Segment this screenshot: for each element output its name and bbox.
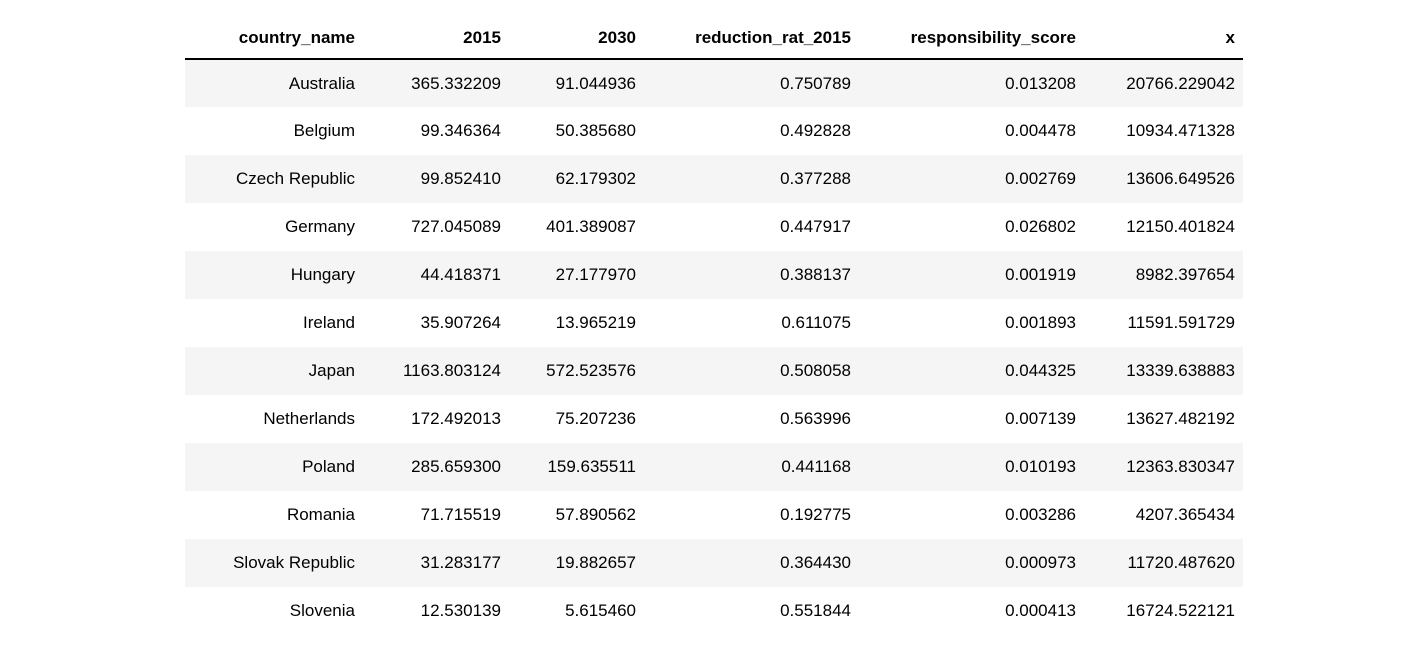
value-cell: 172.492013: [411, 409, 501, 428]
value-cell: 12363.830347: [1126, 457, 1235, 476]
table-row: Czech Republic 99.852410 62.179302 0.377288…: [185, 155, 1243, 203]
value-cell: 13606.649526: [1126, 169, 1235, 188]
value-cell: 0.441168: [781, 457, 851, 476]
value-cell: 10934.471328: [1126, 121, 1235, 140]
country-name-cell: Germany: [285, 217, 355, 236]
value-cell: 727.045089: [411, 217, 501, 236]
value-cell: 0.000973: [1005, 553, 1076, 572]
table-row: Belgium 99.346364 50.385680 0.492828 0.00447…: [185, 107, 1243, 155]
value-cell: 20766.229042: [1126, 73, 1235, 93]
value-cell: 71.715519: [420, 505, 501, 524]
value-cell: 19.882657: [555, 553, 636, 572]
value-cell: 0.492828: [780, 121, 851, 140]
value-cell: 12.530139: [420, 601, 501, 620]
value-cell: 0.001919: [1005, 265, 1076, 284]
value-cell: 8982.397654: [1135, 265, 1235, 284]
header-row: country_name 2015 2030 reduction_rat_2015 re…: [185, 17, 1243, 60]
value-cell: 12150.401824: [1126, 217, 1235, 236]
column-header-2015: 2015: [363, 17, 509, 60]
table-row: Romania 71.715519 57.890562 0.192775 0.00328…: [185, 491, 1243, 539]
country-name-cell: Slovak Republic: [233, 553, 355, 572]
value-cell: 0.010193: [1005, 457, 1076, 476]
table-row: Netherlands 172.492013 75.207236 0.563996 0.…: [185, 395, 1243, 443]
value-cell: 13339.638883: [1126, 361, 1235, 380]
value-cell: 11591.591729: [1127, 313, 1235, 332]
value-cell: 401.389087: [546, 217, 636, 236]
country-name-cell: Ireland: [303, 313, 355, 332]
table-row: Slovenia 12.530139 5.615460 0.551844 0.00041…: [185, 587, 1243, 635]
value-cell: 0.007139: [1005, 409, 1076, 428]
value-cell: 0.000413: [1005, 601, 1076, 620]
value-cell: 99.852410: [420, 169, 501, 188]
column-header-reduction-rat-2015: reduction_rat_2015: [644, 17, 859, 60]
value-cell: 35.907264: [420, 313, 501, 332]
table-row: Ireland 35.907264 13.965219 0.611075 0.00189…: [185, 299, 1243, 347]
value-cell: 365.332209: [411, 73, 501, 93]
value-cell: 91.044936: [555, 73, 636, 93]
value-cell: 4207.365434: [1135, 505, 1235, 524]
value-cell: 0.388137: [780, 265, 851, 284]
column-header-x: x: [1084, 17, 1243, 60]
value-cell: 0.611075: [781, 313, 851, 332]
value-cell: 1163.803124: [402, 361, 501, 380]
table-row: Japan 1163.803124 572.523576 0.508058 0.0443…: [185, 347, 1243, 395]
country-name-cell: Netherlands: [263, 409, 355, 428]
value-cell: 0.013208: [1005, 73, 1076, 93]
value-cell: 0.551844: [780, 601, 851, 620]
value-cell: 27.177970: [555, 265, 636, 284]
value-cell: 0.044325: [1005, 361, 1076, 380]
value-cell: 11720.487620: [1127, 553, 1235, 572]
value-cell: 159.635511: [547, 457, 636, 476]
notebook-output-area: country_name 2015 2030 reduction_rat_2015 re…: [0, 17, 1428, 663]
value-cell: 57.890562: [555, 505, 636, 524]
country-name-cell: Poland: [302, 457, 355, 476]
value-cell: 0.192775: [780, 505, 851, 524]
country-name-cell: Australia: [288, 73, 355, 93]
value-cell: 75.207236: [555, 409, 636, 428]
country-name-cell: Czech Republic: [235, 169, 355, 188]
value-cell: 0.003286: [1005, 505, 1076, 524]
value-cell: 0.563996: [780, 409, 851, 428]
value-cell: 16724.522121: [1126, 601, 1235, 620]
country-name-cell: Slovenia: [289, 601, 355, 620]
value-cell: 0.364430: [780, 553, 851, 572]
table-row: Australia 365.332209 91.044936 0.750789 0.01…: [185, 59, 1243, 107]
table-row: Poland 285.659300 159.635511 0.441168 0.0101…: [185, 443, 1243, 491]
value-cell: 31.283177: [420, 553, 501, 572]
country-name-cell: Romania: [286, 505, 355, 524]
value-cell: 0.002769: [1005, 169, 1076, 188]
value-cell: 0.447917: [780, 217, 851, 236]
value-cell: 50.385680: [555, 121, 636, 140]
value-cell: 62.179302: [555, 169, 636, 188]
dataframe-table: country_name 2015 2030 reduction_rat_2015 re…: [185, 17, 1243, 635]
table-row: Slovak Republic 31.283177 19.882657 0.36443…: [185, 539, 1243, 587]
value-cell: 0.750789: [780, 73, 851, 93]
column-header-2030: 2030: [509, 17, 644, 60]
value-cell: 44.418371: [420, 265, 501, 284]
value-cell: 0.004478: [1005, 121, 1076, 140]
country-name-cell: Belgium: [293, 121, 355, 140]
value-cell: 572.523576: [546, 361, 636, 380]
value-cell: 5.615460: [565, 601, 636, 620]
value-cell: 285.659300: [411, 457, 501, 476]
column-header-responsibility-score: responsibility_score: [859, 17, 1084, 60]
country-name-cell: Hungary: [290, 265, 355, 284]
value-cell: 0.026802: [1005, 217, 1076, 236]
value-cell: 0.001893: [1005, 313, 1076, 332]
column-header-country-name: country_name: [185, 17, 363, 60]
value-cell: 13627.482192: [1126, 409, 1235, 428]
value-cell: 99.346364: [420, 121, 501, 140]
table-row: Hungary 44.418371 27.177970 0.388137 0.00191…: [185, 251, 1243, 299]
value-cell: 13.965219: [555, 313, 636, 332]
country-name-cell: Japan: [308, 361, 355, 380]
value-cell: 0.508058: [780, 361, 851, 380]
value-cell: 0.377288: [780, 169, 851, 188]
table-row: Germany 727.045089 401.389087 0.447917 0.026…: [185, 203, 1243, 251]
